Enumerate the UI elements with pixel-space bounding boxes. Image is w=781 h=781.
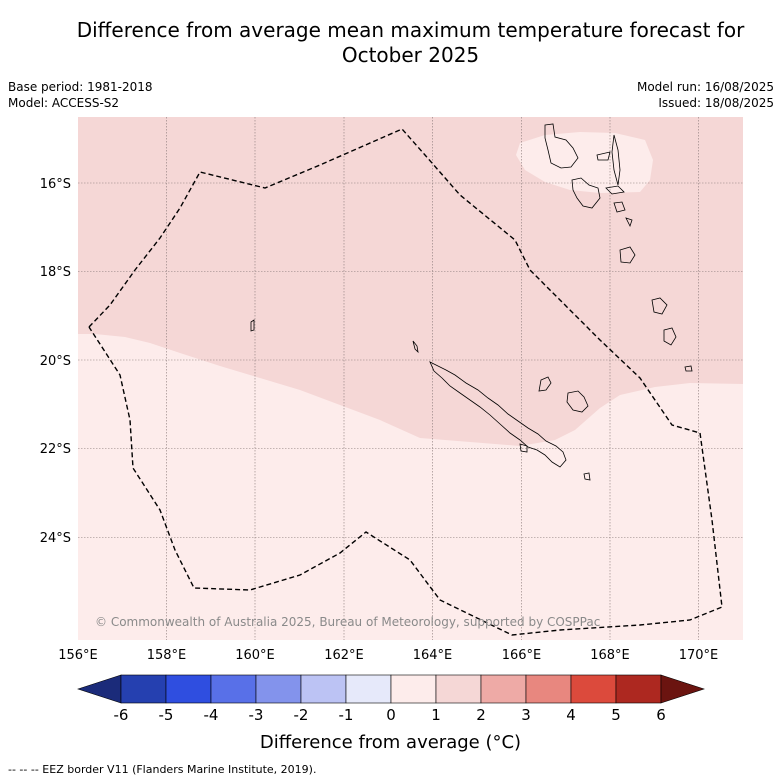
y-axis-labels: 16°S 18°S 20°S 22°S 24°S: [40, 177, 71, 546]
colorbar-tick: 2: [476, 706, 486, 724]
copyright-notice: © Commonwealth of Australia 2025, Bureau…: [95, 615, 600, 629]
model-run: Model run: 16/08/2025: [636, 80, 774, 94]
x-tick-label: 164°E: [413, 648, 453, 663]
x-axis-labels: 156°E 158°E 160°E 162°E 164°E 166°E 168°…: [58, 648, 718, 663]
colorbar-swatch: [480, 674, 527, 704]
efate: [619, 246, 636, 264]
colorbar-swatch: [120, 674, 167, 704]
colorbar-swatch: [615, 674, 662, 704]
ambae: [596, 151, 611, 161]
title-line-2: October 2025: [341, 43, 480, 67]
colorbar-tick: -1: [339, 706, 354, 724]
colorbar-swatch: [210, 674, 257, 704]
map-title: Difference from average mean maximum tem…: [0, 18, 781, 68]
x-tick-label: 160°E: [235, 648, 275, 663]
aneityum: [684, 365, 693, 372]
belep-islands: [412, 340, 419, 354]
y-tick-label: 20°S: [40, 354, 71, 369]
colorbar-tick: 3: [521, 706, 531, 724]
new-caledonia-island: [429, 361, 567, 468]
colorbar-extend-low: [77, 674, 122, 704]
colorbar-tick: -5: [159, 706, 174, 724]
y-tick-label: 24°S: [40, 531, 71, 546]
chesterfield-islet: [250, 319, 255, 332]
base-period: Base period: 1981-2018: [8, 80, 153, 94]
colorbar-swatch: [525, 674, 572, 704]
map-area: © Commonwealth of Australia 2025, Bureau…: [78, 117, 743, 640]
colorbar-label: Difference from average (°C): [259, 732, 522, 753]
tanna: [663, 327, 677, 346]
colorbar-swatch: [570, 674, 617, 704]
colorbar-swatch: [165, 674, 212, 704]
eez-legend-note: -- -- -- EEZ border V11 (Flanders Marine…: [8, 763, 317, 776]
espiritu-santo: [544, 123, 579, 169]
x-tick-label: 162°E: [324, 648, 364, 663]
colorbar-tick: 6: [656, 706, 666, 724]
colorbar-tick: 1: [431, 706, 441, 724]
x-tick-label: 158°E: [147, 648, 187, 663]
y-tick-label: 16°S: [40, 177, 71, 192]
epi-shepherd: [613, 201, 626, 213]
coastlines: [250, 123, 693, 481]
colorbar-swatch: [345, 674, 392, 704]
colorbar-tick: -4: [204, 706, 219, 724]
colorbar-tick: -6: [114, 706, 129, 724]
colorbar-tick: 5: [611, 706, 621, 724]
y-tick-label: 22°S: [40, 442, 71, 457]
maewo-pentecost: [611, 134, 621, 186]
y-tick-label: 18°S: [40, 265, 71, 280]
ambrym: [605, 185, 625, 195]
eez-border: [88, 128, 723, 636]
meta-right: Model run: 16/08/2025 Issued: 18/08/2025: [637, 79, 774, 111]
x-tick-label: 166°E: [502, 648, 542, 663]
x-tick-label: 170°E: [679, 648, 719, 663]
colorbar-tick: -3: [249, 706, 264, 724]
x-tick-label: 156°E: [58, 648, 98, 663]
model-name: Model: ACCESS-S2: [8, 96, 120, 110]
colorbar-tick: -2: [294, 706, 309, 724]
colorbar-tick-labels: -6 -5 -4 -3 -2 -1 0 1 2 3 4 5 6: [114, 706, 666, 724]
loyalty-island-mare: [583, 472, 591, 481]
malekula: [571, 177, 601, 209]
colorbar-tick: 0: [386, 706, 396, 724]
colorbar-extend-high: [660, 674, 705, 704]
issued-date: Issued: 18/08/2025: [658, 96, 774, 110]
colorbar-swatch: [390, 674, 437, 704]
anomaly-region-1-2: [78, 117, 743, 446]
loyalty-island-lifou: [566, 390, 589, 413]
colorbar-swatch: [255, 674, 302, 704]
colorbar-tick: 4: [566, 706, 576, 724]
isle-of-pines: [519, 443, 528, 453]
colorbar: [77, 674, 705, 704]
meta-left: Base period: 1981-2018 Model: ACCESS-S2: [8, 79, 153, 111]
colorbar-swatch: [435, 674, 482, 704]
x-tick-label: 168°E: [590, 648, 630, 663]
erromango: [651, 297, 668, 315]
colorbar-swatch: [300, 674, 347, 704]
title-line-1: Difference from average mean maximum tem…: [76, 18, 745, 42]
loyalty-island-ouvea: [538, 376, 552, 392]
grid-lines: [78, 117, 743, 640]
shepherd-islands: [625, 217, 633, 228]
